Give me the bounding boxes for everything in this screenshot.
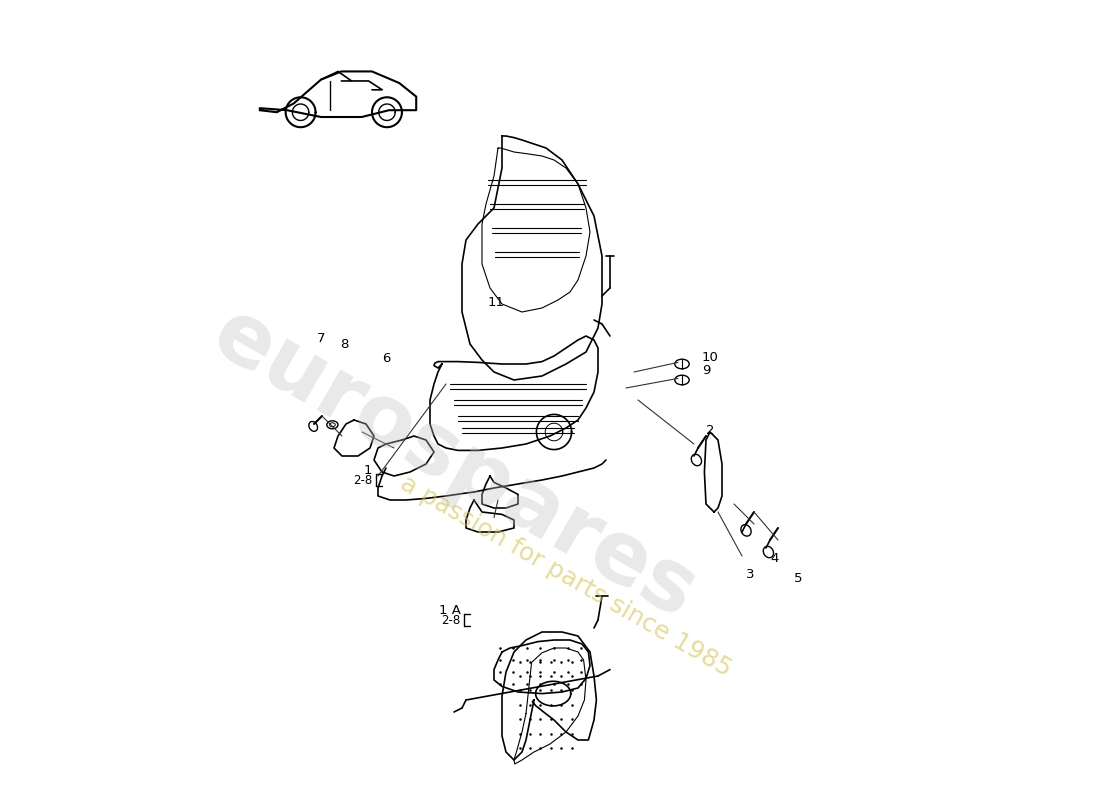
Text: 11: 11 (487, 296, 504, 309)
Text: 6: 6 (382, 351, 390, 365)
Text: 10: 10 (702, 350, 719, 364)
Text: 7: 7 (317, 333, 324, 346)
Text: 5: 5 (794, 573, 803, 586)
Text: eurospares: eurospares (197, 292, 711, 636)
Text: 8: 8 (340, 338, 349, 351)
Text: 1: 1 (364, 464, 373, 477)
Text: 2-8: 2-8 (441, 614, 461, 627)
Text: 1 A: 1 A (439, 605, 461, 618)
Text: 2-8: 2-8 (353, 474, 373, 487)
Text: a passion for parts since 1985: a passion for parts since 1985 (396, 471, 736, 681)
Text: 2: 2 (706, 424, 715, 437)
Text: 4: 4 (770, 552, 779, 565)
Text: 3: 3 (746, 568, 755, 581)
Text: 9: 9 (702, 363, 711, 377)
